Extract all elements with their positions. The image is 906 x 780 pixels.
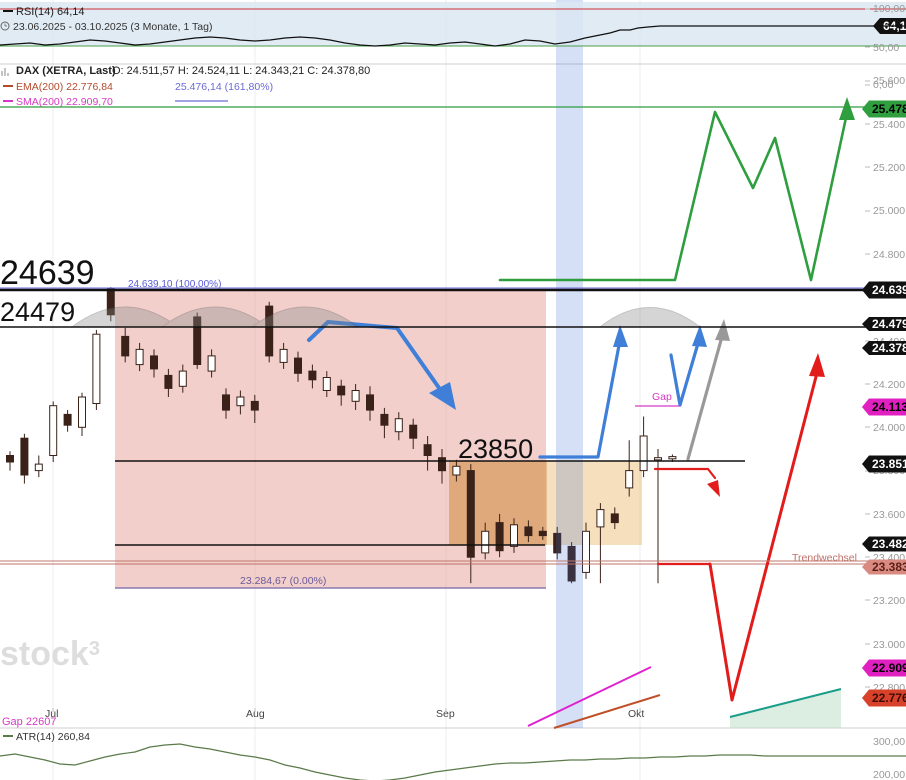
svg-text:23850: 23850	[458, 434, 533, 464]
svg-text:SMA(200) 22.909,70: SMA(200) 22.909,70	[16, 96, 113, 108]
svg-text:24.479,42: 24.479,42	[872, 317, 906, 331]
svg-text:22.909,70: 22.909,70	[872, 661, 906, 675]
svg-text:24.800,00: 24.800,00	[873, 249, 906, 261]
svg-text:Jul: Jul	[45, 708, 58, 720]
svg-text:24479: 24479	[0, 297, 75, 327]
svg-text:23.06.2025 - 03.10.2025 (3 Mo: 23.06.2025 - 03.10.2025 (3 Monate, 1 Tag…	[13, 21, 212, 33]
svg-text:100,00: 100,00	[873, 3, 905, 15]
svg-text:23.600,00: 23.600,00	[873, 509, 906, 521]
svg-text:24.000,00: 24.000,00	[873, 422, 906, 434]
svg-text:23.200,00: 23.200,00	[873, 595, 906, 607]
svg-text:23.851,94: 23.851,94	[872, 457, 906, 471]
svg-text:25.600,00: 25.600,00	[873, 75, 906, 87]
svg-text:Gap: Gap	[652, 391, 672, 403]
svg-text:O: 24.511,57 H: 24.524,11 L:: O: 24.511,57 H: 24.524,11 L: 24.343,21 C…	[112, 65, 370, 77]
svg-text:EMA(200) 22.776,84: EMA(200) 22.776,84	[16, 81, 113, 93]
svg-text:22.776,84: 22.776,84	[872, 691, 906, 705]
svg-text:25.400,00: 25.400,00	[873, 119, 906, 131]
svg-text:25.000,00: 25.000,00	[873, 205, 906, 217]
svg-text:RSI(14) 64,14: RSI(14) 64,14	[16, 6, 84, 18]
svg-text:23.383,84: 23.383,84	[872, 560, 906, 574]
svg-text:24.200,00: 24.200,00	[873, 379, 906, 391]
svg-text:Trendwechsel: Trendwechsel	[792, 552, 857, 564]
svg-text:DAX (XETRA, Last): DAX (XETRA, Last)	[16, 65, 116, 77]
svg-text:24.113,62: 24.113,62	[872, 400, 906, 414]
svg-text:23.284,67 (0.00%): 23.284,67 (0.00%)	[240, 575, 326, 587]
svg-text:200,00: 200,00	[873, 769, 905, 780]
svg-text:50,00: 50,00	[873, 42, 899, 54]
svg-text:24.639,00: 24.639,00	[872, 283, 906, 297]
svg-text:23.000,00: 23.000,00	[873, 639, 906, 651]
svg-text:ATR(14) 260,84: ATR(14) 260,84	[16, 731, 90, 743]
svg-text:24639: 24639	[0, 254, 95, 292]
svg-text:23.482,67: 23.482,67	[872, 537, 906, 551]
svg-text:Sep: Sep	[436, 708, 455, 720]
svg-text:25.476,14 (161,80%): 25.476,14 (161,80%)	[175, 81, 273, 93]
svg-text:stock3: stock3	[0, 635, 100, 673]
svg-text:300,00: 300,00	[873, 736, 905, 748]
svg-text:Okt: Okt	[628, 708, 644, 720]
svg-text:24.378,80: 24.378,80	[872, 341, 906, 355]
svg-text:25.200,00: 25.200,00	[873, 162, 906, 174]
svg-text:25.478,81: 25.478,81	[872, 102, 906, 116]
